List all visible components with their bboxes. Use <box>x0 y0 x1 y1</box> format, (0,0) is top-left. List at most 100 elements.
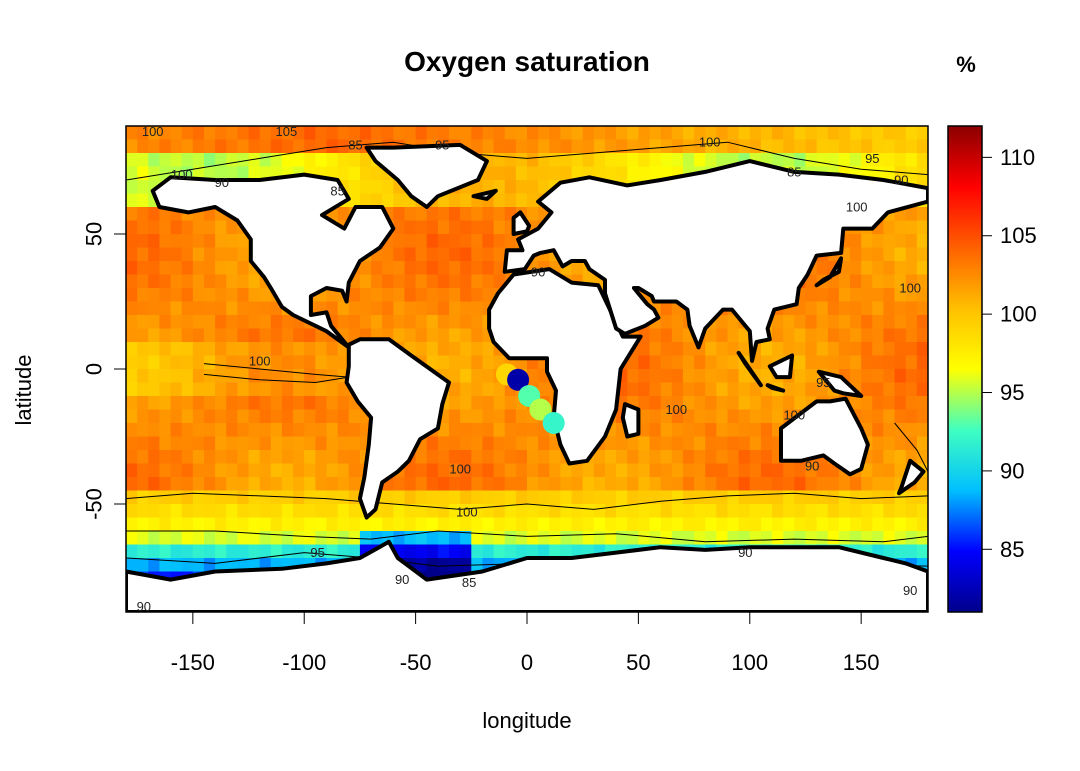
field-cell <box>916 490 928 505</box>
field-cell <box>215 504 227 519</box>
field-cell <box>203 477 216 492</box>
field-cell <box>872 409 885 424</box>
field-cell <box>192 247 205 262</box>
contour-label: 85 <box>348 137 362 152</box>
field-cell <box>181 247 194 262</box>
field-cell <box>883 234 896 249</box>
field-cell <box>137 463 149 478</box>
field-cell <box>772 409 784 424</box>
field-cell <box>181 382 194 397</box>
field-cell <box>415 247 428 262</box>
field-cell <box>816 301 829 316</box>
field-cell <box>192 328 205 343</box>
field-cell <box>872 544 885 559</box>
field-cell <box>738 490 751 505</box>
field-cell <box>449 423 461 438</box>
field-cell <box>515 409 528 424</box>
field-cell <box>916 328 928 343</box>
field-cell <box>359 126 372 141</box>
field-cell <box>649 369 662 384</box>
field-cell <box>838 342 851 357</box>
field-cell <box>772 328 784 343</box>
field-cell <box>482 396 495 411</box>
field-cell <box>649 436 662 451</box>
field-cell <box>415 436 428 451</box>
field-cell <box>326 126 339 141</box>
field-cell <box>148 450 161 465</box>
field-cell <box>281 463 294 478</box>
field-cell <box>905 220 918 235</box>
field-cell <box>315 531 328 546</box>
field-cell <box>738 126 751 141</box>
field-cell <box>404 315 417 330</box>
field-cell <box>348 436 361 451</box>
field-cell <box>493 247 506 262</box>
field-cell <box>170 126 183 141</box>
field-cell <box>348 396 361 411</box>
field-cell <box>304 436 316 451</box>
colorbar-tick-label: 85 <box>1000 537 1024 562</box>
field-cell <box>816 288 829 303</box>
field-cell <box>716 126 729 141</box>
field-cell <box>894 126 907 141</box>
field-cell <box>682 396 695 411</box>
field-cell <box>493 382 506 397</box>
field-cell <box>883 382 896 397</box>
field-cell <box>571 463 584 478</box>
field-cell <box>293 409 305 424</box>
field-cell <box>281 531 294 546</box>
field-cell <box>549 477 562 492</box>
field-cell <box>237 355 250 370</box>
field-cell <box>137 342 149 357</box>
field-cell <box>137 544 149 559</box>
field-cell <box>259 382 272 397</box>
field-cell <box>504 126 517 141</box>
field-cell <box>471 382 484 397</box>
field-cell <box>415 274 428 289</box>
field-cell <box>638 166 651 181</box>
field-cell <box>760 490 773 505</box>
field-cell <box>861 166 873 181</box>
field-cell <box>192 207 205 222</box>
field-cell <box>760 531 773 546</box>
contour-label: 95 <box>865 151 879 166</box>
field-cell <box>471 490 484 505</box>
field-cell <box>281 126 294 141</box>
field-cell <box>827 355 840 370</box>
field-cell <box>582 166 595 181</box>
field-cell <box>783 409 795 424</box>
field-cell <box>293 544 305 559</box>
contour-label: 100 <box>142 124 164 139</box>
field-cell <box>348 315 361 330</box>
field-cell <box>716 382 729 397</box>
field-cell <box>760 423 773 438</box>
field-cell <box>259 490 272 505</box>
field-cell <box>705 153 717 168</box>
field-cell <box>649 126 662 141</box>
field-cell <box>894 315 907 330</box>
field-cell <box>471 531 484 546</box>
field-cell <box>404 261 417 276</box>
field-cell <box>371 315 383 330</box>
field-cell <box>671 369 684 384</box>
field-cell <box>126 369 138 384</box>
field-cell <box>850 504 862 519</box>
field-cell <box>593 139 606 154</box>
field-cell <box>916 423 928 438</box>
field-cell <box>449 301 461 316</box>
field-cell <box>304 423 316 438</box>
field-cell <box>449 558 461 573</box>
field-cell <box>248 396 261 411</box>
field-cell <box>192 139 205 154</box>
field-cell <box>905 153 918 168</box>
field-cell <box>471 301 484 316</box>
field-cell <box>460 342 472 357</box>
contour-label: 90 <box>903 583 917 598</box>
field-cell <box>772 504 784 519</box>
field-cell <box>281 558 294 573</box>
field-cell <box>126 490 138 505</box>
land-mass <box>765 383 786 393</box>
field-cell <box>905 369 918 384</box>
field-cell <box>872 382 885 397</box>
